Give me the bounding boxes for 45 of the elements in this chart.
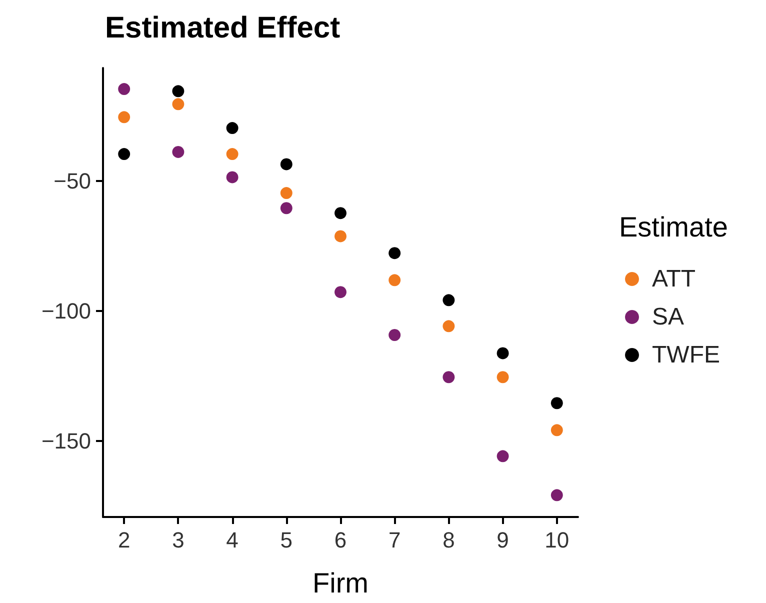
point xyxy=(172,85,184,98)
point xyxy=(118,111,130,124)
x-tick-label: 4 xyxy=(226,528,238,552)
point xyxy=(334,286,346,298)
point xyxy=(496,450,509,462)
point xyxy=(496,371,509,384)
x-tick-label: 10 xyxy=(544,528,570,552)
legend-label: TWFE xyxy=(652,342,720,368)
chart-title: Estimated Effect xyxy=(105,12,340,44)
x-axis-title: Firm xyxy=(312,568,368,598)
point xyxy=(280,158,292,170)
point xyxy=(172,98,184,110)
point xyxy=(550,489,563,502)
x-tick-label: 2 xyxy=(118,528,130,552)
point xyxy=(334,230,346,242)
x-tick-label: 5 xyxy=(280,528,293,552)
point xyxy=(496,347,509,360)
point xyxy=(280,187,292,200)
legend-label: SA xyxy=(652,304,684,330)
point xyxy=(226,122,238,134)
legend-title: Estimate xyxy=(619,212,728,242)
y-tick-label: −100 xyxy=(41,298,91,324)
point xyxy=(442,320,455,332)
point xyxy=(442,371,455,384)
point xyxy=(550,424,563,436)
x-tick-label: 9 xyxy=(496,528,509,552)
point xyxy=(388,274,401,286)
point xyxy=(226,148,238,160)
x-tick-label: 7 xyxy=(388,528,401,552)
y-tick-label: −50 xyxy=(54,168,91,194)
x-tick-label: 6 xyxy=(334,528,347,552)
point xyxy=(118,83,130,96)
point xyxy=(388,247,401,260)
point xyxy=(118,148,130,160)
point xyxy=(388,329,401,342)
x-tick-label: 8 xyxy=(442,528,455,552)
y-tick-label: −150 xyxy=(41,428,91,454)
point xyxy=(280,202,292,214)
point xyxy=(172,146,184,158)
x-tick-label: 3 xyxy=(172,528,184,552)
legend-label: ATT xyxy=(652,266,696,292)
point xyxy=(334,207,346,220)
point xyxy=(442,294,455,306)
point xyxy=(226,171,238,184)
point xyxy=(550,397,563,410)
